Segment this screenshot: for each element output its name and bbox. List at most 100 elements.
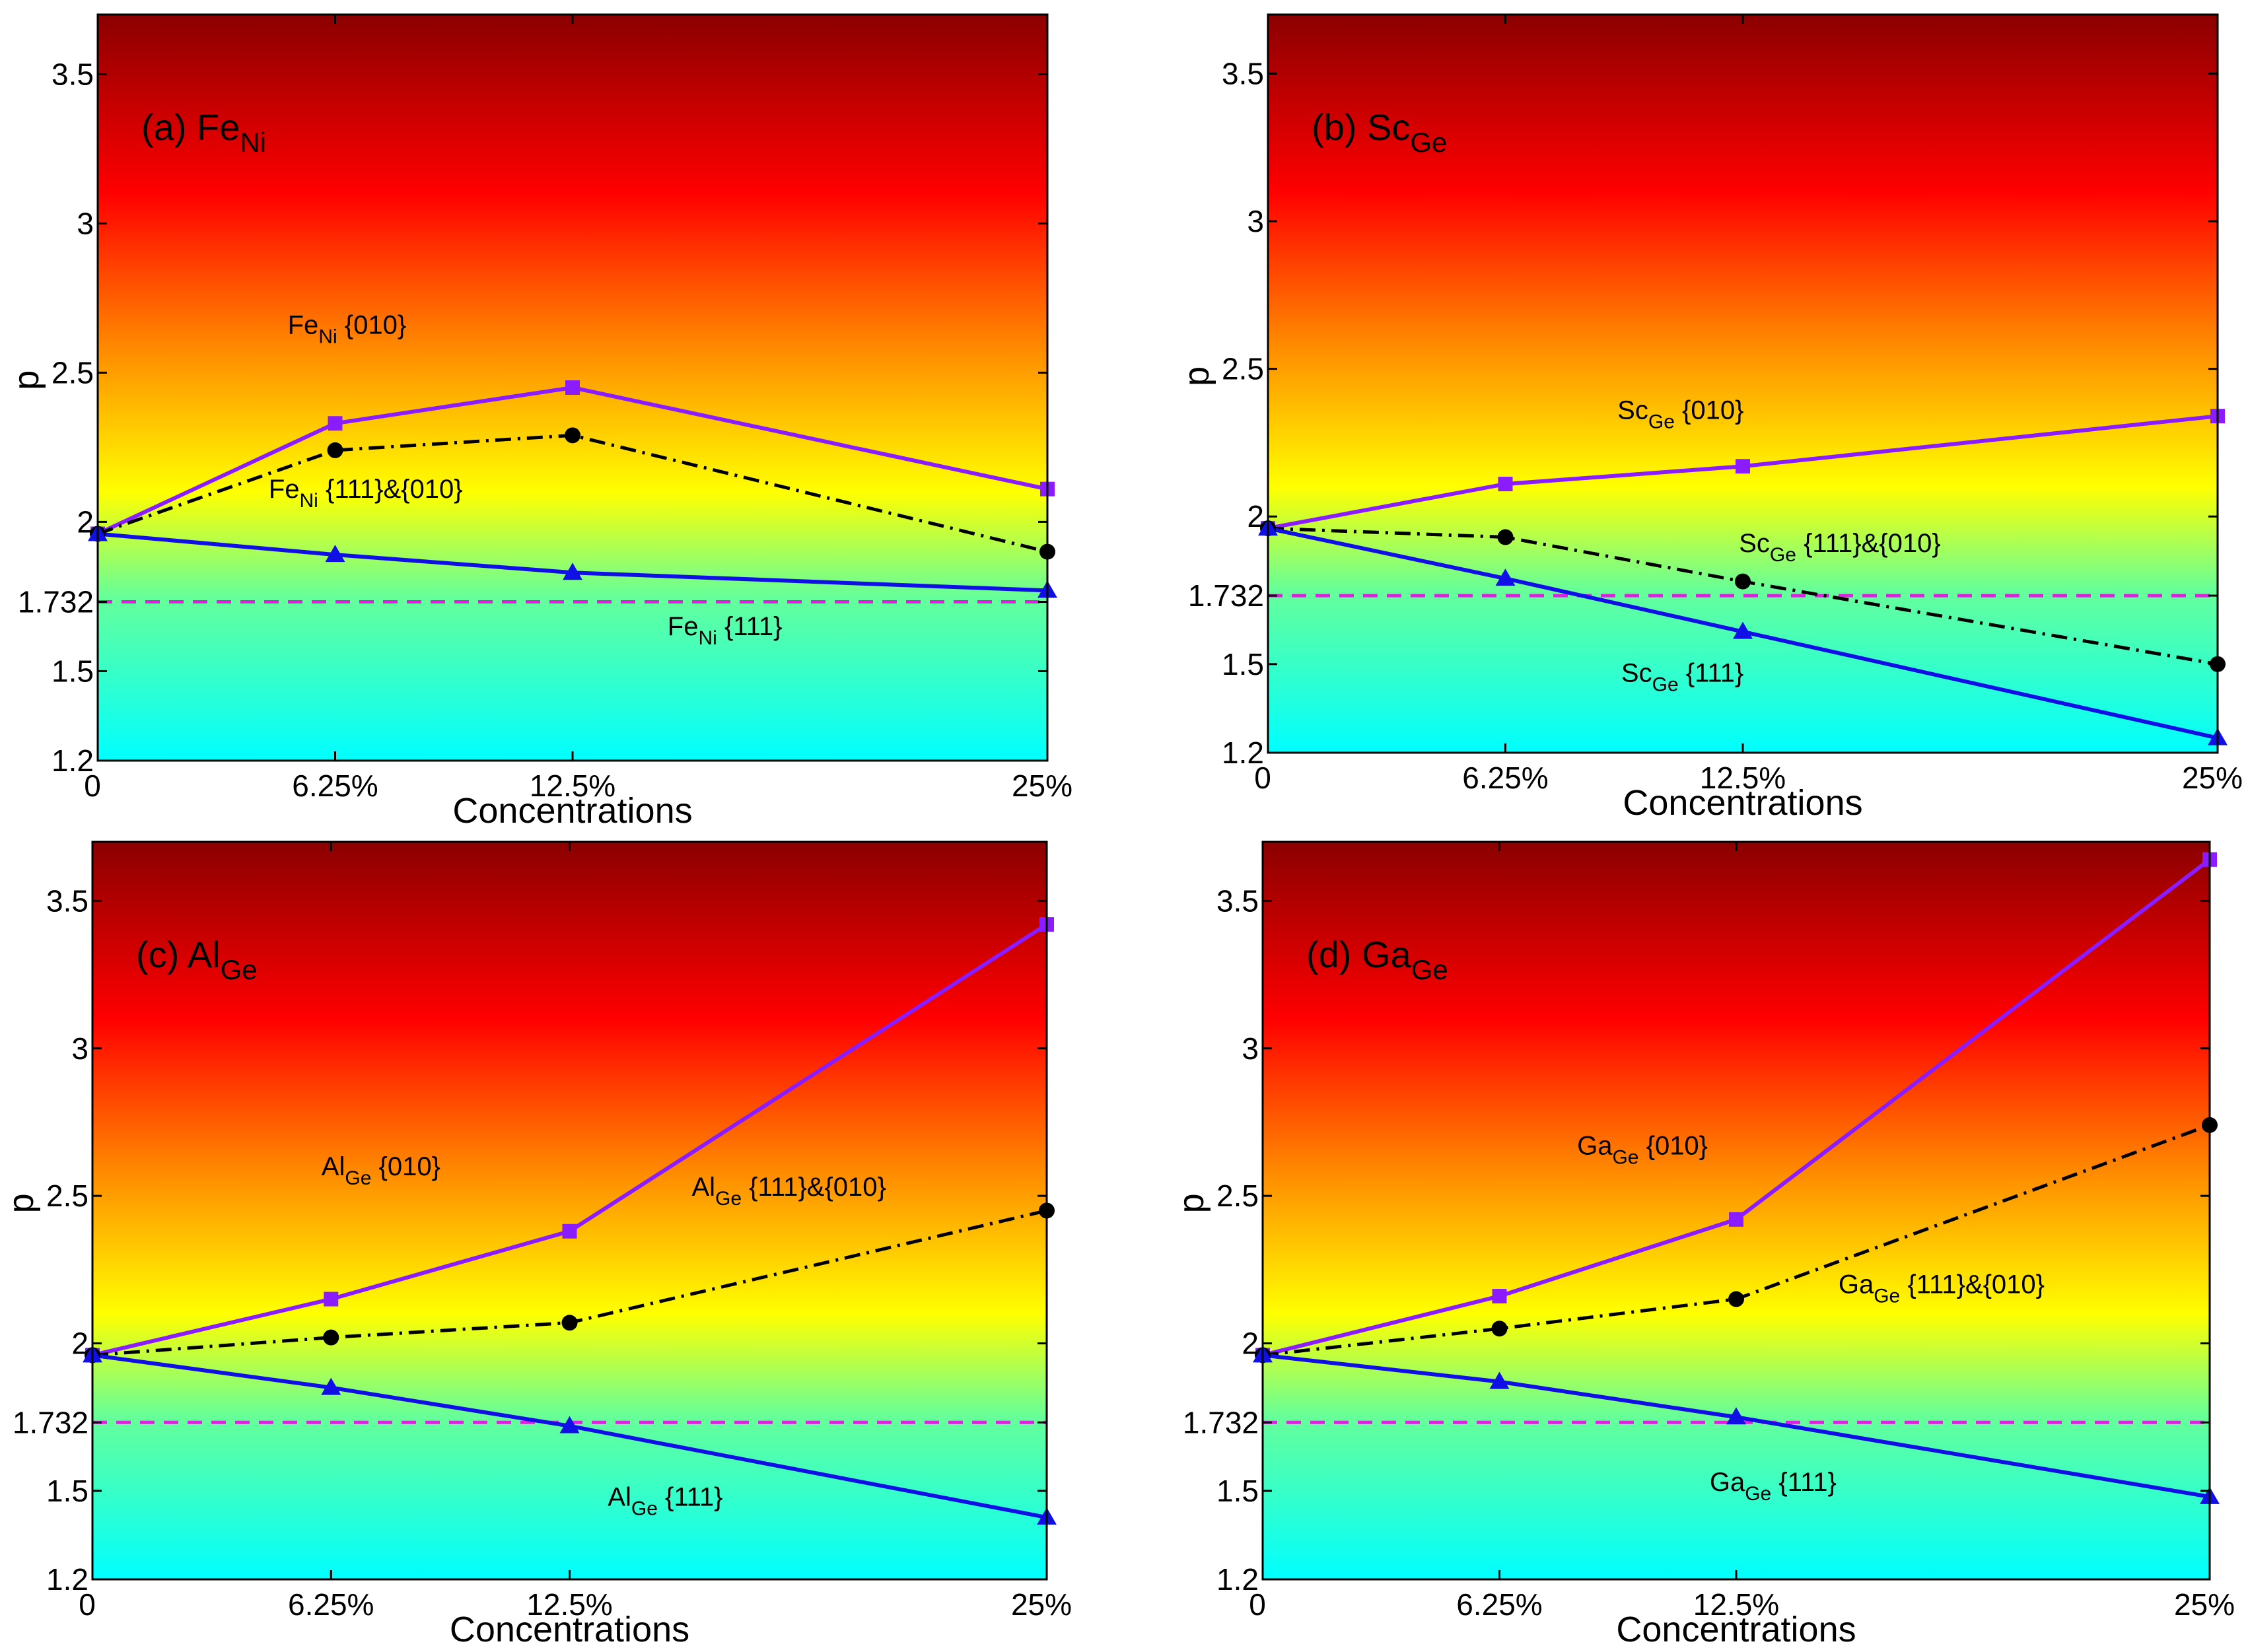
panel-d: 1.2 1.5 1.732 2 2.5 3 3.5 0 6.25% 12.5% 25% Concent… [1172,841,2235,1649]
series-annotation: AlGe {111} [608,1482,722,1519]
series-annotation: GaGe {111}&{010} [1839,1270,2045,1307]
y-tick-label: 2.5 [52,355,94,390]
series-annotation: FeNi {111} [668,612,783,649]
y-tick-label: 2 [1247,499,1264,533]
panel-label: (b) ScGe [1312,106,1447,158]
data-point-s111 [1733,621,1753,639]
panel-label: (d) GaGe [1306,934,1448,985]
series-line-s111 [92,1353,1047,1520]
x-tick-label: 25% [1012,769,1072,803]
data-point-s111 [1489,1371,1510,1389]
y-axis-title: p [1,1193,41,1213]
series-annotation: ScGe {010} [1617,396,1743,433]
x-axis-title: Concentrations [1616,1610,1856,1649]
x-axis-title: Concentrations [452,791,692,831]
data-point-s111 [1726,1407,1746,1425]
data-point-combo [1491,1321,1508,1337]
plot-area [1263,842,2210,1579]
panel-c: 1.2 1.5 1.732 2 2.5 3 3.5 0 6.25% 12.5% 25% Concent… [1,841,1072,1649]
x-tick-label: 6.25% [288,1587,374,1622]
series-line-s010 [1267,414,2218,531]
y-tick-label: 1.5 [1216,1474,1259,1508]
data-point-s010 [562,1223,577,1239]
x-tick-label: 12.5% [530,769,615,803]
series-line-s111 [1262,1353,2210,1499]
y-tick-label: 2 [1242,1326,1259,1361]
y-tick-label: 1.5 [1222,647,1264,681]
y-tick-label: 1.732 [13,1405,88,1439]
y-tick-label: 2.5 [46,1179,88,1213]
series-line-s010 [92,922,1048,1358]
series-annotation: AlGe {010} [322,1152,440,1189]
y-tick-label: 1.732 [18,585,94,619]
panel-a: 1.2 1.5 1.732 2 2.5 3 3.5 0 6.25% 12.5% 25% Concent… [7,13,1072,831]
series-annotation: FeNi {111}&{010} [269,475,463,512]
panel-label: (a) FeNi [141,106,266,158]
x-axis-title: Concentrations [450,1610,689,1649]
x-tick-label: 0 [1254,761,1271,795]
series-line-combo [92,1209,1047,1357]
data-point-s111 [559,1416,580,1433]
x-tick-label: 6.25% [1462,761,1548,795]
y-tick-label: 1.732 [1183,1405,1259,1439]
x-tick-label: 6.25% [292,769,378,803]
y-tick-label: 3.5 [1222,56,1264,90]
data-point-s111 [1495,568,1516,586]
series-line-s010 [1262,858,2211,1358]
y-tick-label: 2 [71,1326,88,1361]
panel-b: 1.2 1.5 1.732 2 2.5 3 3.5 0 6.25% 12.5% 25% Concent… [1177,13,2243,823]
series-line-combo [1262,1123,2210,1357]
y-tick-label: 1.2 [1216,1562,1259,1597]
data-point-s111 [321,1377,341,1395]
y-tick-label: 3.5 [46,883,88,918]
y-tick-label: 1.2 [46,1562,88,1597]
data-point-s010 [565,380,580,395]
y-tick-label: 3 [1242,1031,1259,1066]
x-tick-label: 25% [2174,1587,2235,1622]
data-point-combo [327,442,343,458]
series-line-s111 [1267,526,2218,740]
series-annotation: GaGe {111} [1710,1468,1837,1505]
series-line-s010 [96,385,1048,536]
y-tick-label: 2 [77,504,94,539]
x-tick-label: 0 [1249,1587,1266,1622]
y-tick-label: 2.5 [1222,352,1264,386]
data-point-combo [1728,1291,1744,1307]
data-point-combo [1735,573,1751,590]
data-point-s010 [1492,1289,1507,1304]
x-axis-title: Concentrations [1623,783,1862,823]
series-annotation: GaGe {010} [1577,1132,1708,1169]
x-tick-label: 0 [84,769,101,803]
data-point-s111 [325,545,345,563]
x-tick-label: 25% [1011,1587,1072,1622]
y-tick-label: 1.732 [1188,578,1264,613]
plot-area [1268,15,2218,753]
y-tick-label: 1.5 [52,654,94,688]
plot-area [92,842,1047,1579]
y-tick-label: 3 [77,206,94,240]
y-tick-label: 1.2 [1222,736,1264,770]
series-line-combo [97,433,1048,554]
series-line-s111 [97,532,1048,593]
data-point-combo [323,1329,339,1346]
x-tick-label: 12.5% [1693,1587,1779,1622]
data-point-s010 [1498,477,1513,492]
x-tick-label: 0 [79,1587,96,1622]
data-point-s010 [1729,1212,1743,1227]
panel-label: (c) AlGe [136,934,258,985]
x-tick-label: 25% [2182,761,2243,795]
data-point-combo [1497,529,1514,545]
series-annotation: AlGe {111}&{010} [691,1173,886,1210]
data-point-s010 [324,1291,339,1307]
x-tick-label: 12.5% [1700,761,1786,795]
y-tick-label: 2.5 [1216,1179,1259,1213]
y-axis-title: p [7,370,46,390]
series-line-combo [1267,526,2218,666]
data-point-s010 [328,416,343,431]
x-tick-label: 12.5% [526,1587,612,1622]
series-annotation: ScGe {111} [1621,659,1743,696]
y-tick-label: 3.5 [1216,883,1259,918]
y-tick-label: 1.2 [52,743,94,778]
y-tick-label: 1.5 [46,1474,88,1508]
